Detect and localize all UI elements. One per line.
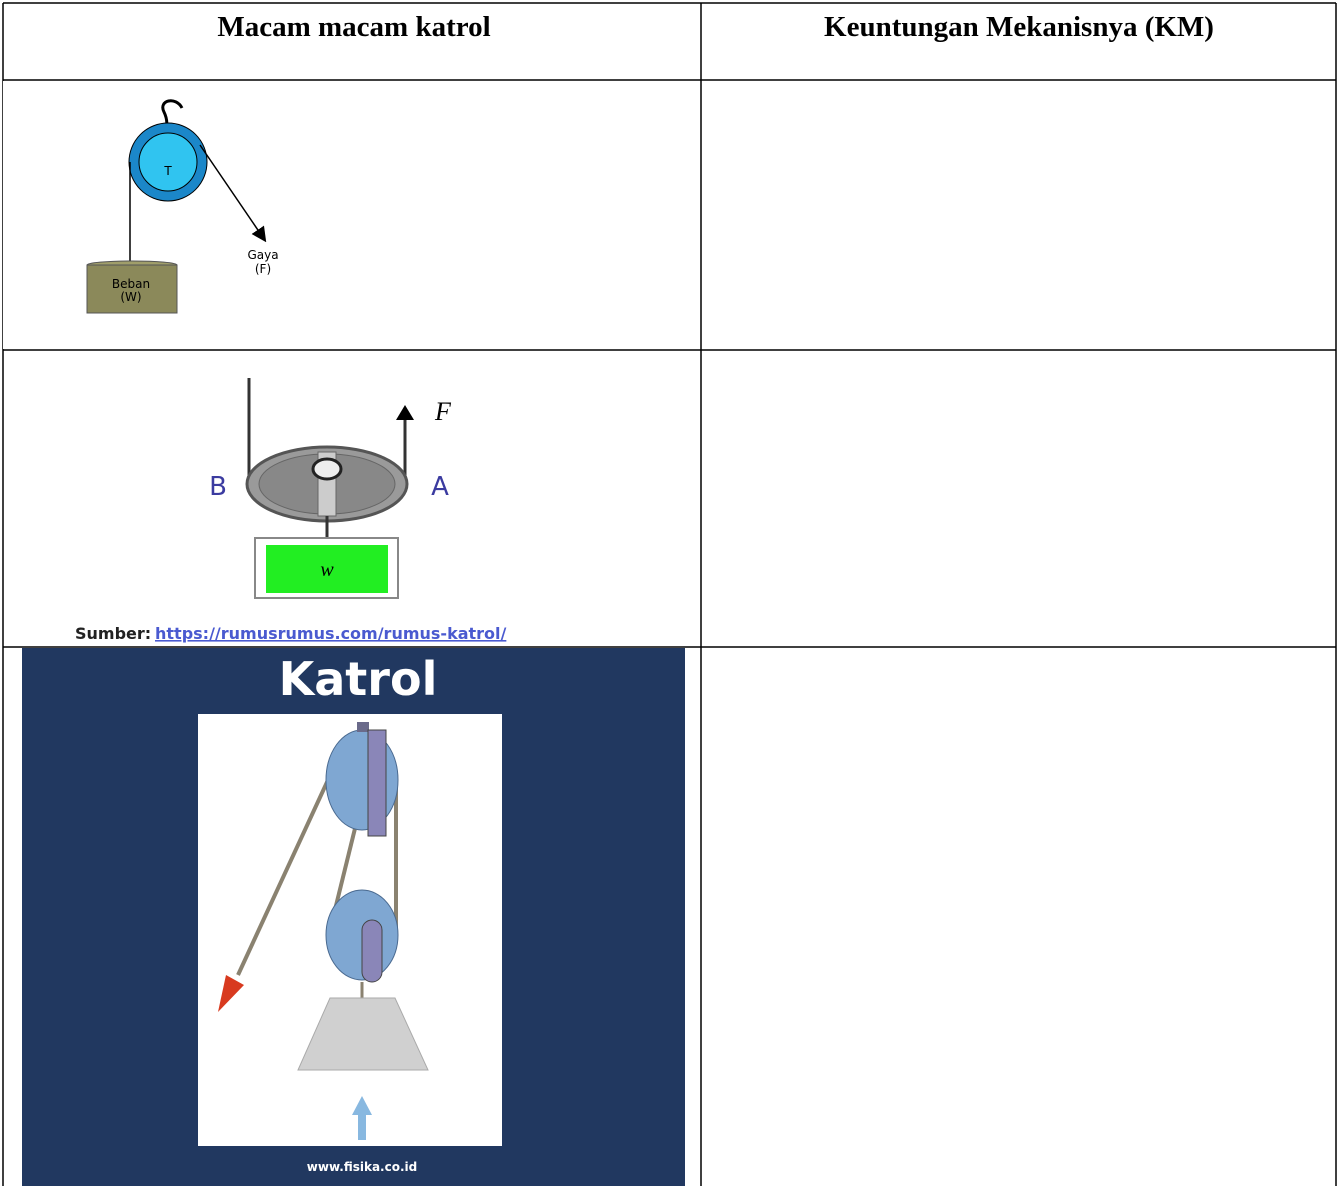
diagram-label: Beban bbox=[112, 277, 150, 291]
movable-pulley-diagram: F B A w Sumber: https://rumusrumus.com/r… bbox=[75, 378, 507, 643]
diagram-label: A bbox=[431, 472, 449, 502]
image-title: Katrol bbox=[279, 652, 438, 706]
fixed-pulley-diagram: T Gaya (F) Beban (W) bbox=[3, 81, 700, 349]
header-cell: Keuntungan Mekanisnya (KM) bbox=[824, 11, 1214, 43]
source-prefix: Sumber: bbox=[75, 624, 151, 643]
source-link[interactable]: https://rumusrumus.com/rumus-katrol/ bbox=[155, 624, 507, 643]
diagram-label: w bbox=[320, 559, 334, 581]
diagram-label: Gaya bbox=[247, 248, 278, 262]
diagram-label: B bbox=[209, 472, 227, 502]
diagram-label: (F) bbox=[255, 262, 271, 276]
diagram-label: (W) bbox=[120, 290, 141, 304]
diagram-label: F bbox=[434, 397, 452, 426]
diagram-label: T bbox=[163, 164, 172, 178]
compound-pulley-diagram: Katrol www.fisika.co.id bbox=[22, 648, 685, 1186]
header-cell: Macam macam katrol bbox=[217, 11, 490, 43]
image-credit: www.fisika.co.id bbox=[307, 1160, 417, 1174]
